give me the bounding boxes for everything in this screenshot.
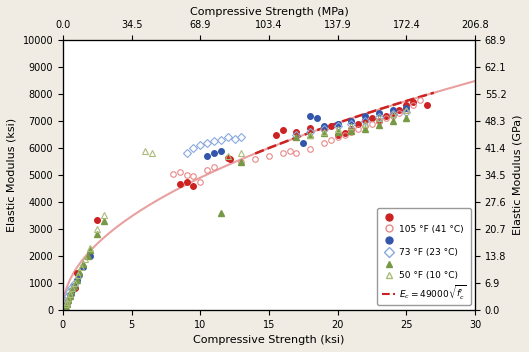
Y-axis label: Elastic Modulus (ksi): Elastic Modulus (ksi) xyxy=(7,118,17,232)
Legend: , 105 °F (41 °C), , 73 °F (23 °C), , 50 °F (10 °C), $E_c = 49000\sqrt{f_c^{\prim: , 105 °F (41 °C), , 73 °F (23 °C), , 50 … xyxy=(377,208,470,305)
X-axis label: Compressive Strength (MPa): Compressive Strength (MPa) xyxy=(189,7,348,17)
Y-axis label: Elastic Modulus (GPa): Elastic Modulus (GPa) xyxy=(512,115,522,235)
X-axis label: Compressive Strength (ksi): Compressive Strength (ksi) xyxy=(193,335,344,345)
